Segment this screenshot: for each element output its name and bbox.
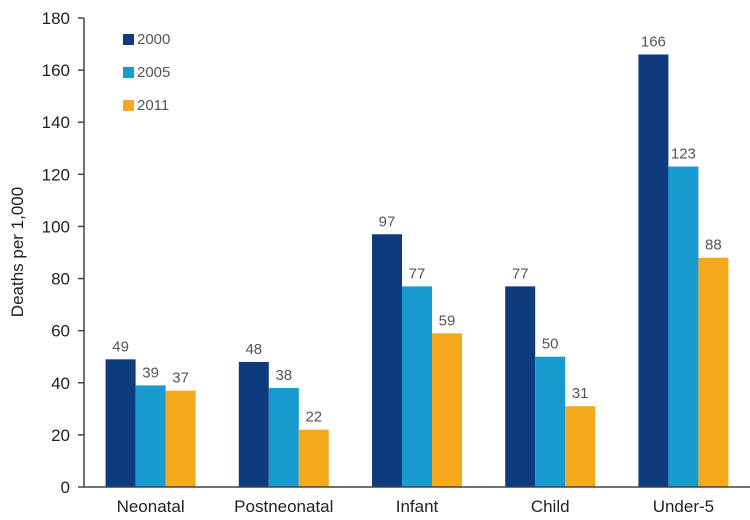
- y-tick-label: 100: [42, 217, 70, 236]
- data-labels: 49 39 37 48 38 22 97 77 59 77 50 31 166 123 88: [112, 33, 721, 425]
- category-label: Neonatal: [117, 497, 185, 516]
- legend-swatch-2011: [123, 100, 134, 111]
- bar-2005-neonatal: [135, 385, 166, 487]
- data-label: 37: [172, 370, 189, 387]
- bar-2000-child: [505, 286, 536, 487]
- y-axis-ticks: 0 20 40 60 80 100 120 140 160 180: [42, 9, 84, 497]
- y-tick-label: 80: [51, 270, 70, 289]
- data-label: 88: [705, 237, 722, 254]
- bar-2000-infant: [372, 234, 402, 487]
- y-tick-label: 120: [42, 165, 70, 184]
- category-label: Child: [531, 497, 570, 516]
- category-label: Under-5: [653, 497, 714, 516]
- bar-2000-postneonatal: [238, 361, 269, 487]
- data-label: 31: [572, 385, 589, 402]
- bar-2005-infant: [402, 286, 432, 487]
- data-label: 166: [641, 33, 666, 50]
- y-tick-label: 60: [51, 322, 70, 341]
- bar-2000-under-5: [638, 54, 669, 487]
- data-label: 77: [409, 265, 426, 282]
- category-labels: Neonatal Postneonatal Infant Child Under-5: [117, 497, 715, 516]
- legend-swatch-2000: [123, 34, 134, 45]
- bar-2011-infant: [432, 333, 462, 487]
- y-axis-label: Deaths per 1,000: [8, 187, 27, 317]
- y-tick-label: 0: [61, 478, 70, 497]
- bar-2011-child: [565, 406, 596, 487]
- data-label: 38: [275, 367, 292, 384]
- y-tick-label: 40: [51, 374, 70, 393]
- data-label: 77: [512, 265, 529, 282]
- bar-2005-child: [535, 356, 566, 487]
- y-tick-label: 180: [42, 9, 70, 28]
- legend-swatch-2005: [123, 67, 134, 78]
- data-label: 50: [542, 336, 559, 353]
- data-label: 39: [142, 364, 159, 381]
- bar-2011-under-5: [698, 257, 729, 487]
- data-label: 22: [305, 409, 322, 426]
- legend: 2000 2005 2011: [123, 31, 170, 114]
- bar-2005-postneonatal: [268, 387, 299, 487]
- y-tick-label: 20: [51, 426, 70, 445]
- data-label: 48: [245, 341, 262, 358]
- bar-2011-postneonatal: [298, 429, 329, 487]
- bar-2011-neonatal: [165, 390, 196, 487]
- data-label: 123: [671, 146, 696, 163]
- bar-2000-neonatal: [105, 359, 136, 487]
- data-label: 97: [379, 213, 396, 230]
- category-label: Infant: [396, 497, 439, 516]
- bar-2005-under-5: [668, 166, 699, 487]
- y-tick-label: 140: [42, 113, 70, 132]
- y-tick-label: 160: [42, 61, 70, 80]
- legend-label: 2000: [137, 31, 170, 48]
- data-label: 49: [112, 338, 129, 355]
- data-label: 59: [439, 312, 456, 329]
- legend-label: 2011: [137, 97, 169, 114]
- bars: [105, 54, 729, 487]
- legend-label: 2005: [137, 64, 170, 81]
- category-label: Postneonatal: [234, 497, 333, 516]
